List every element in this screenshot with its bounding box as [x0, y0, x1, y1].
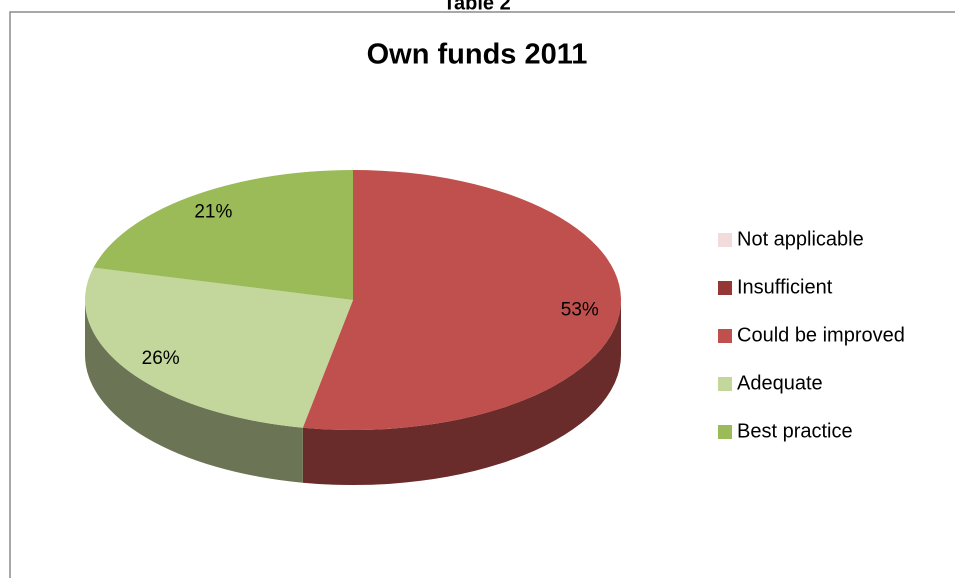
pie-side: [85, 300, 303, 483]
legend-label: Insufficient: [737, 276, 833, 298]
pie-side: [302, 300, 621, 486]
pie-slice: [84, 267, 353, 428]
data-label: 26%: [142, 348, 180, 369]
legend-swatch: [718, 233, 732, 247]
legend-label: Could be improved: [737, 324, 905, 346]
pie-side-shade: [302, 300, 621, 486]
legend-swatch: [718, 377, 732, 391]
legend-swatch: [718, 425, 732, 439]
pie-slice: [302, 170, 621, 430]
data-label: 21%: [194, 202, 232, 223]
chart-title: Own funds 2011: [367, 39, 588, 71]
legend-label: Best practice: [737, 420, 853, 442]
legend-label: Not applicable: [737, 228, 864, 250]
heading: Table 2: [443, 0, 510, 14]
legend-swatch: [718, 281, 732, 295]
data-label: 53%: [561, 299, 599, 320]
pie-side-shade: [85, 300, 303, 483]
legend-label: Adequate: [737, 372, 823, 394]
legend-swatch: [718, 329, 732, 343]
pie-slice: [93, 170, 354, 300]
